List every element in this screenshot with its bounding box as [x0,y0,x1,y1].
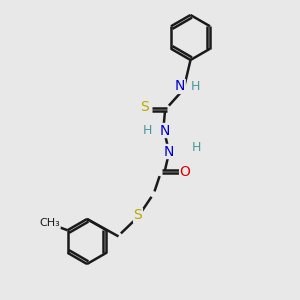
Text: N: N [160,124,170,137]
Text: H: H [192,141,201,154]
Text: O: O [180,166,190,179]
Text: N: N [164,145,174,158]
Text: N: N [175,80,185,93]
Text: H: H [190,80,200,93]
Text: S: S [134,208,142,222]
Text: H: H [142,124,152,137]
Text: S: S [140,100,149,114]
Text: CH₃: CH₃ [39,218,60,228]
